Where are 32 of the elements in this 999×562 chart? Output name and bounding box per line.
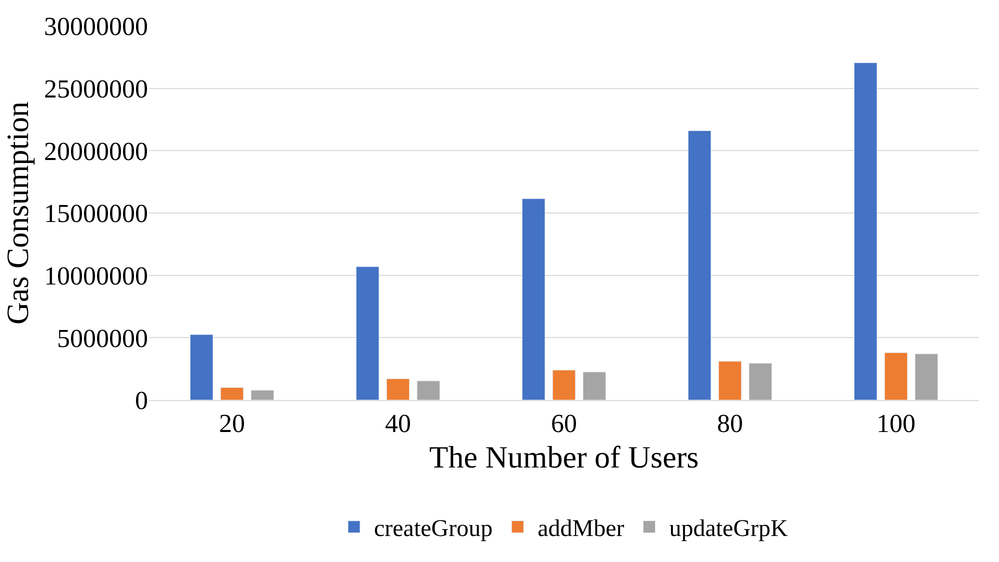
bar [386,378,410,400]
bar [356,266,380,400]
bar [854,62,878,400]
x-tick-label: 100 [876,409,916,438]
y-tick-label: 25000000 [44,74,148,104]
bar [748,362,772,400]
bar [718,361,742,400]
bar [250,390,274,400]
bar [190,334,214,400]
x-tick-label: 60 [551,409,577,438]
y-tick-label: 10000000 [44,261,148,290]
legend-label: updateGrpK [669,516,789,542]
y-tick-label: 15000000 [44,199,148,228]
x-tick-label: 40 [385,409,411,438]
legend-label: addMber [538,516,624,542]
bar [914,354,938,400]
y-axis-title: Gas Consumption [0,100,35,325]
y-tick-label: 0 [135,386,148,416]
bar [582,372,606,400]
x-tick-label: 80 [717,409,743,438]
bar [522,198,546,400]
legend-label: createGroup [374,516,493,542]
bar [552,370,576,400]
bar [416,380,440,400]
x-axis-title: The Number of Users [429,439,699,474]
bar [220,387,244,400]
y-tick-label: 20000000 [44,136,148,166]
bar [688,130,712,400]
y-tick-label: 5000000 [57,324,148,353]
y-tick-label: 30000000 [44,12,148,42]
x-tick-label: 20 [219,409,245,438]
bar [884,352,908,400]
